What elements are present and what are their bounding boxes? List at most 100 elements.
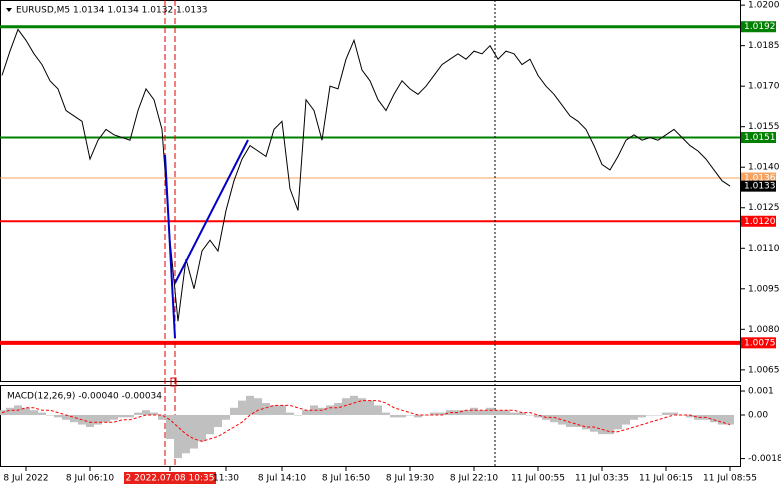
macd-bar — [398, 414, 406, 418]
macd-bar — [38, 412, 46, 415]
y-tick-label: 0.001 — [748, 387, 774, 397]
macd-bar — [142, 410, 150, 415]
y-tick-label: 1.0200 — [748, 1, 780, 11]
level-label-box — [741, 172, 776, 184]
y-tick-label: 1.0080 — [748, 325, 780, 335]
macd-bar — [550, 414, 558, 423]
x-label-highlight — [124, 472, 216, 484]
level-label: 1.0192 — [744, 22, 776, 32]
level-label-box — [741, 21, 776, 33]
macd-bar — [558, 414, 566, 425]
macd-title: MACD(12,26,9) -0.00040 -0.00034 — [7, 392, 162, 402]
macd-bar — [582, 414, 590, 430]
macd-bar — [206, 414, 214, 435]
level-label-box — [741, 337, 776, 349]
macd-bar — [686, 414, 694, 418]
macd-bar — [470, 407, 478, 415]
macd-bar — [182, 414, 190, 454]
macd-bar — [494, 410, 502, 415]
level-label-box — [741, 132, 776, 144]
macd-bar — [254, 398, 262, 415]
macd-bar — [166, 414, 174, 439]
macd-bar — [134, 412, 142, 415]
x-tick-label: 11:30 — [213, 474, 239, 484]
macd-bar — [30, 410, 38, 415]
macd-bar — [286, 412, 294, 415]
macd-bar — [358, 398, 366, 415]
macd-bar — [262, 403, 270, 415]
y-tick-label: 1.0065 — [748, 365, 780, 375]
macd-bar — [222, 414, 230, 420]
macd-bar — [606, 414, 614, 435]
macd-bar — [318, 407, 326, 415]
macd-bar — [526, 414, 534, 416]
chart-title: EURUSD,M5 1.0134 1.0134 1.0132 1.0133 — [16, 6, 208, 16]
trend-line — [174, 139, 249, 284]
macd-bar — [158, 414, 166, 420]
macd-bar — [406, 414, 414, 416]
macd-bar — [126, 414, 134, 418]
y-tick-label: 0.00 — [748, 410, 768, 420]
macd-bar — [630, 414, 638, 420]
signal-line — [1, 400, 731, 442]
y-tick-label: -0.00182 — [748, 454, 781, 464]
macd-bar — [614, 414, 622, 430]
macd-bar — [518, 412, 526, 415]
x-tick-label: 8 Jul 22:10 — [450, 474, 499, 484]
macd-bar — [390, 414, 398, 418]
macd-bar — [230, 407, 238, 415]
y-tick-label: 1.0095 — [748, 284, 780, 294]
macd-bar — [294, 414, 302, 416]
macd-bar — [662, 412, 670, 415]
y-tick-label: 1.0140 — [748, 163, 780, 173]
macd-bar — [574, 414, 582, 427]
main-panel — [0, 0, 741, 382]
macd-bar — [598, 414, 606, 435]
macd-bar — [94, 414, 102, 425]
macd-bar — [342, 398, 350, 415]
x-tick-label: 2 2022.07.08 10:35 — [126, 474, 215, 484]
macd-bar — [462, 410, 470, 415]
macd-bar — [718, 414, 726, 425]
level-label: 1.0120 — [744, 217, 776, 227]
level-label: 1.0075 — [744, 338, 776, 348]
macd-bar — [198, 414, 206, 442]
macd-bar — [174, 414, 182, 459]
macd-bar — [430, 412, 438, 415]
menu-arrow[interactable] — [6, 8, 12, 12]
macd-bar — [110, 414, 118, 420]
macd-bar — [446, 410, 454, 415]
macd-bar — [214, 414, 222, 427]
macd-bar — [150, 412, 158, 415]
macd-bar — [374, 405, 382, 415]
macd-bar — [414, 414, 422, 418]
macd-bar — [310, 405, 318, 415]
y-tick-label: 1.0155 — [748, 122, 780, 132]
x-tick-label: 8 Jul 19:30 — [386, 474, 435, 484]
macd-bar — [382, 412, 390, 415]
macd-bar — [670, 412, 678, 415]
macd-bar — [366, 400, 374, 415]
x-tick-label: 11 Jul 00:55 — [511, 474, 565, 484]
macd-bar — [326, 405, 334, 415]
macd-bar — [6, 407, 14, 415]
y-tick-label: 1.0125 — [748, 203, 780, 213]
x-tick-label: 11 Jul 03:35 — [575, 474, 629, 484]
macd-bar — [438, 412, 446, 415]
x-tick-label: 8 Jul 16:50 — [322, 474, 371, 484]
macd-bar — [566, 414, 574, 427]
macd-bar — [118, 414, 126, 418]
price-line — [1, 28, 731, 322]
macd-bar — [710, 414, 718, 423]
macd-bar — [70, 414, 78, 423]
macd-bar — [246, 395, 254, 415]
macd-bar — [46, 414, 54, 416]
macd-bar — [350, 395, 358, 415]
level-label: 1.0136 — [744, 174, 776, 184]
y-tick-label: 1.0110 — [748, 244, 780, 254]
x-tick-label: 8 Jul 14:10 — [258, 474, 307, 484]
x-tick-label: 11 Jul 08:55 — [703, 474, 757, 484]
level-label-box — [741, 215, 776, 227]
level-label: 1.0151 — [744, 133, 776, 143]
